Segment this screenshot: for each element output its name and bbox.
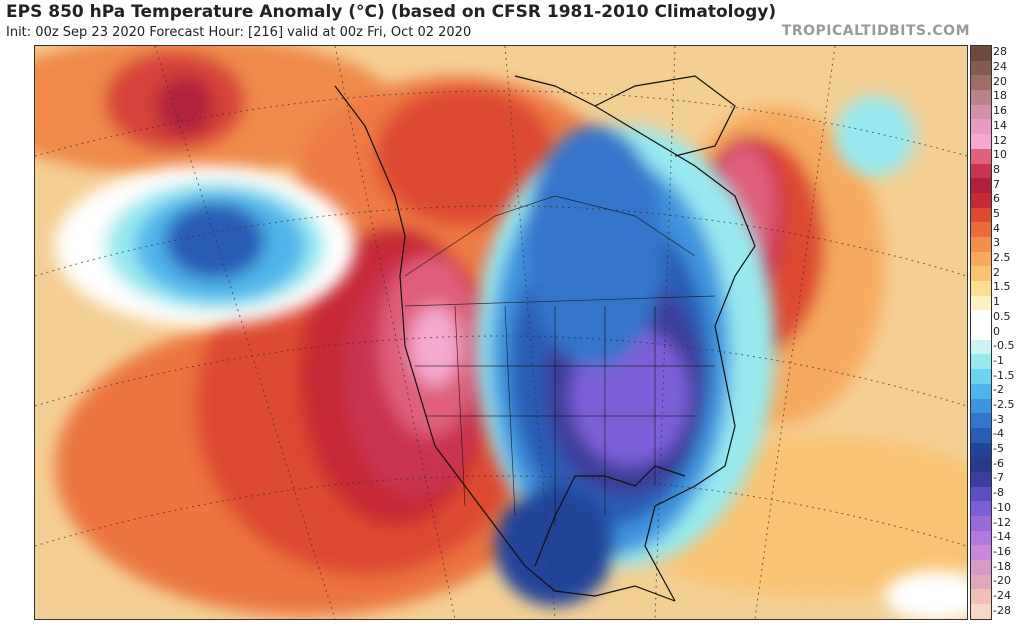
colorbar-tick-label: -28	[993, 603, 1011, 617]
colorbar-swatch	[971, 281, 991, 296]
colorbar-tick-label: 2.5	[993, 251, 1011, 265]
colorbar-swatch	[971, 369, 991, 384]
colorbar-swatch	[971, 90, 991, 105]
colorbar-swatch	[971, 471, 991, 487]
colorbar-swatch	[971, 530, 991, 546]
colorbar-swatch	[971, 427, 991, 443]
lat-lon-grid	[35, 46, 967, 619]
colorbar-swatch	[971, 75, 991, 91]
colorbar-swatch	[971, 325, 991, 340]
colorbar-tick-label: 14	[993, 118, 1007, 132]
colorbar-ticks: 28 24 20 18 16 14 12 10 8 7 6 5 4 3 2.5 2 1.5 1 0.5 0 -0.5 -1…	[993, 45, 1024, 618]
colorbar-tick-label: -20	[993, 574, 1011, 588]
colorbar-swatch	[971, 310, 991, 326]
colorbar-swatch	[971, 178, 991, 193]
colorbar-swatch	[971, 560, 991, 575]
colorbar-swatch	[971, 339, 991, 355]
chart-title: EPS 850 hPa Temperature Anomaly (°C) (ba…	[6, 2, 777, 22]
colorbar-swatch	[971, 251, 991, 267]
colorbar-tick-label: 3	[993, 236, 1000, 250]
colorbar-tick-label: -16	[993, 544, 1011, 558]
colorbar-tick-label: 10	[993, 148, 1007, 162]
colorbar-swatch	[971, 222, 991, 237]
colorbar-swatch	[971, 163, 991, 179]
colorbar-tick-label: -0.5	[993, 339, 1015, 353]
anomaly-field	[35, 46, 967, 619]
colorbar-tick-label: -4	[993, 427, 1004, 441]
colorbar-tick-label: -2.5	[993, 397, 1015, 411]
colorbar-tick-label: -1.5	[993, 368, 1015, 382]
colorbar-swatch	[971, 236, 991, 252]
colorbar-swatch	[971, 516, 991, 531]
colorbar-tick-label: 6	[993, 192, 1000, 206]
state-borders	[404, 195, 716, 526]
colorbar-swatch	[971, 589, 991, 605]
colorbar-swatch	[971, 60, 991, 76]
colorbar-tick-label: -12	[993, 515, 1011, 529]
colorbar-tick-label: -8	[993, 486, 1004, 500]
colorbar-swatch	[971, 604, 991, 619]
cold-anomaly-layer	[55, 96, 967, 619]
colorbar-tick-label: 1.5	[993, 280, 1011, 294]
colorbar-tick-label: 16	[993, 104, 1007, 118]
colorbar-tick-label: 4	[993, 221, 1000, 235]
colorbar-tick-label: 20	[993, 74, 1007, 88]
colorbar-swatch	[971, 266, 991, 281]
colorbar-tick-label: -10	[993, 500, 1011, 514]
colorbar-tick-label: -3	[993, 412, 1004, 426]
colorbar-tick-label: 24	[993, 60, 1007, 74]
colorbar-swatch	[971, 207, 991, 223]
colorbar	[970, 45, 992, 620]
colorbar-tick-label: -2	[993, 383, 1004, 397]
colorbar-tick-label: 28	[993, 45, 1007, 59]
colorbar-tick-label: -5	[993, 442, 1004, 456]
colorbar-tick-label: -24	[993, 588, 1011, 602]
colorbar-swatch	[971, 545, 991, 561]
chart-subtitle: Init: 00z Sep 23 2020 Forecast Hour: [21…	[6, 25, 472, 40]
colorbar-swatch	[971, 134, 991, 149]
colorbar-swatch	[971, 486, 991, 502]
colorbar-swatch	[971, 383, 991, 399]
colorbar-tick-label: 0	[993, 324, 1000, 338]
colorbar-swatch	[971, 148, 991, 164]
colorbar-tick-label: 0.5	[993, 309, 1011, 323]
colorbar-swatch	[971, 501, 991, 516]
colorbar-swatch	[971, 398, 991, 414]
colorbar-tick-label: 7	[993, 177, 1000, 191]
colorbar-tick-label: -18	[993, 559, 1011, 573]
colorbar-swatch	[971, 442, 991, 458]
colorbar-tick-label: 12	[993, 133, 1007, 147]
colorbar-tick-label: -6	[993, 456, 1004, 470]
colorbar-swatch	[971, 354, 991, 370]
colorbar-tick-label: -1	[993, 353, 1004, 367]
colorbar-swatch	[971, 104, 991, 120]
brand-watermark: TROPICALTIDBITS.COM	[781, 23, 970, 39]
anomaly-map	[34, 45, 968, 620]
colorbar-tick-label: 2	[993, 265, 1000, 279]
colorbar-swatch	[971, 46, 991, 61]
colorbar-tick-label: 1	[993, 295, 1000, 309]
colorbar-swatch	[971, 457, 991, 472]
colorbar-tick-label: -14	[993, 530, 1011, 544]
colorbar-tick-label: 18	[993, 89, 1007, 103]
colorbar-swatch	[971, 574, 991, 590]
colorbar-tick-label: 8	[993, 162, 1000, 176]
colorbar-swatch	[971, 192, 991, 208]
colorbar-tick-label: -7	[993, 471, 1004, 485]
colorbar-swatch	[971, 295, 991, 311]
colorbar-swatch	[971, 413, 991, 428]
colorbar-tick-label: 5	[993, 206, 1000, 220]
colorbar-swatch	[971, 119, 991, 135]
